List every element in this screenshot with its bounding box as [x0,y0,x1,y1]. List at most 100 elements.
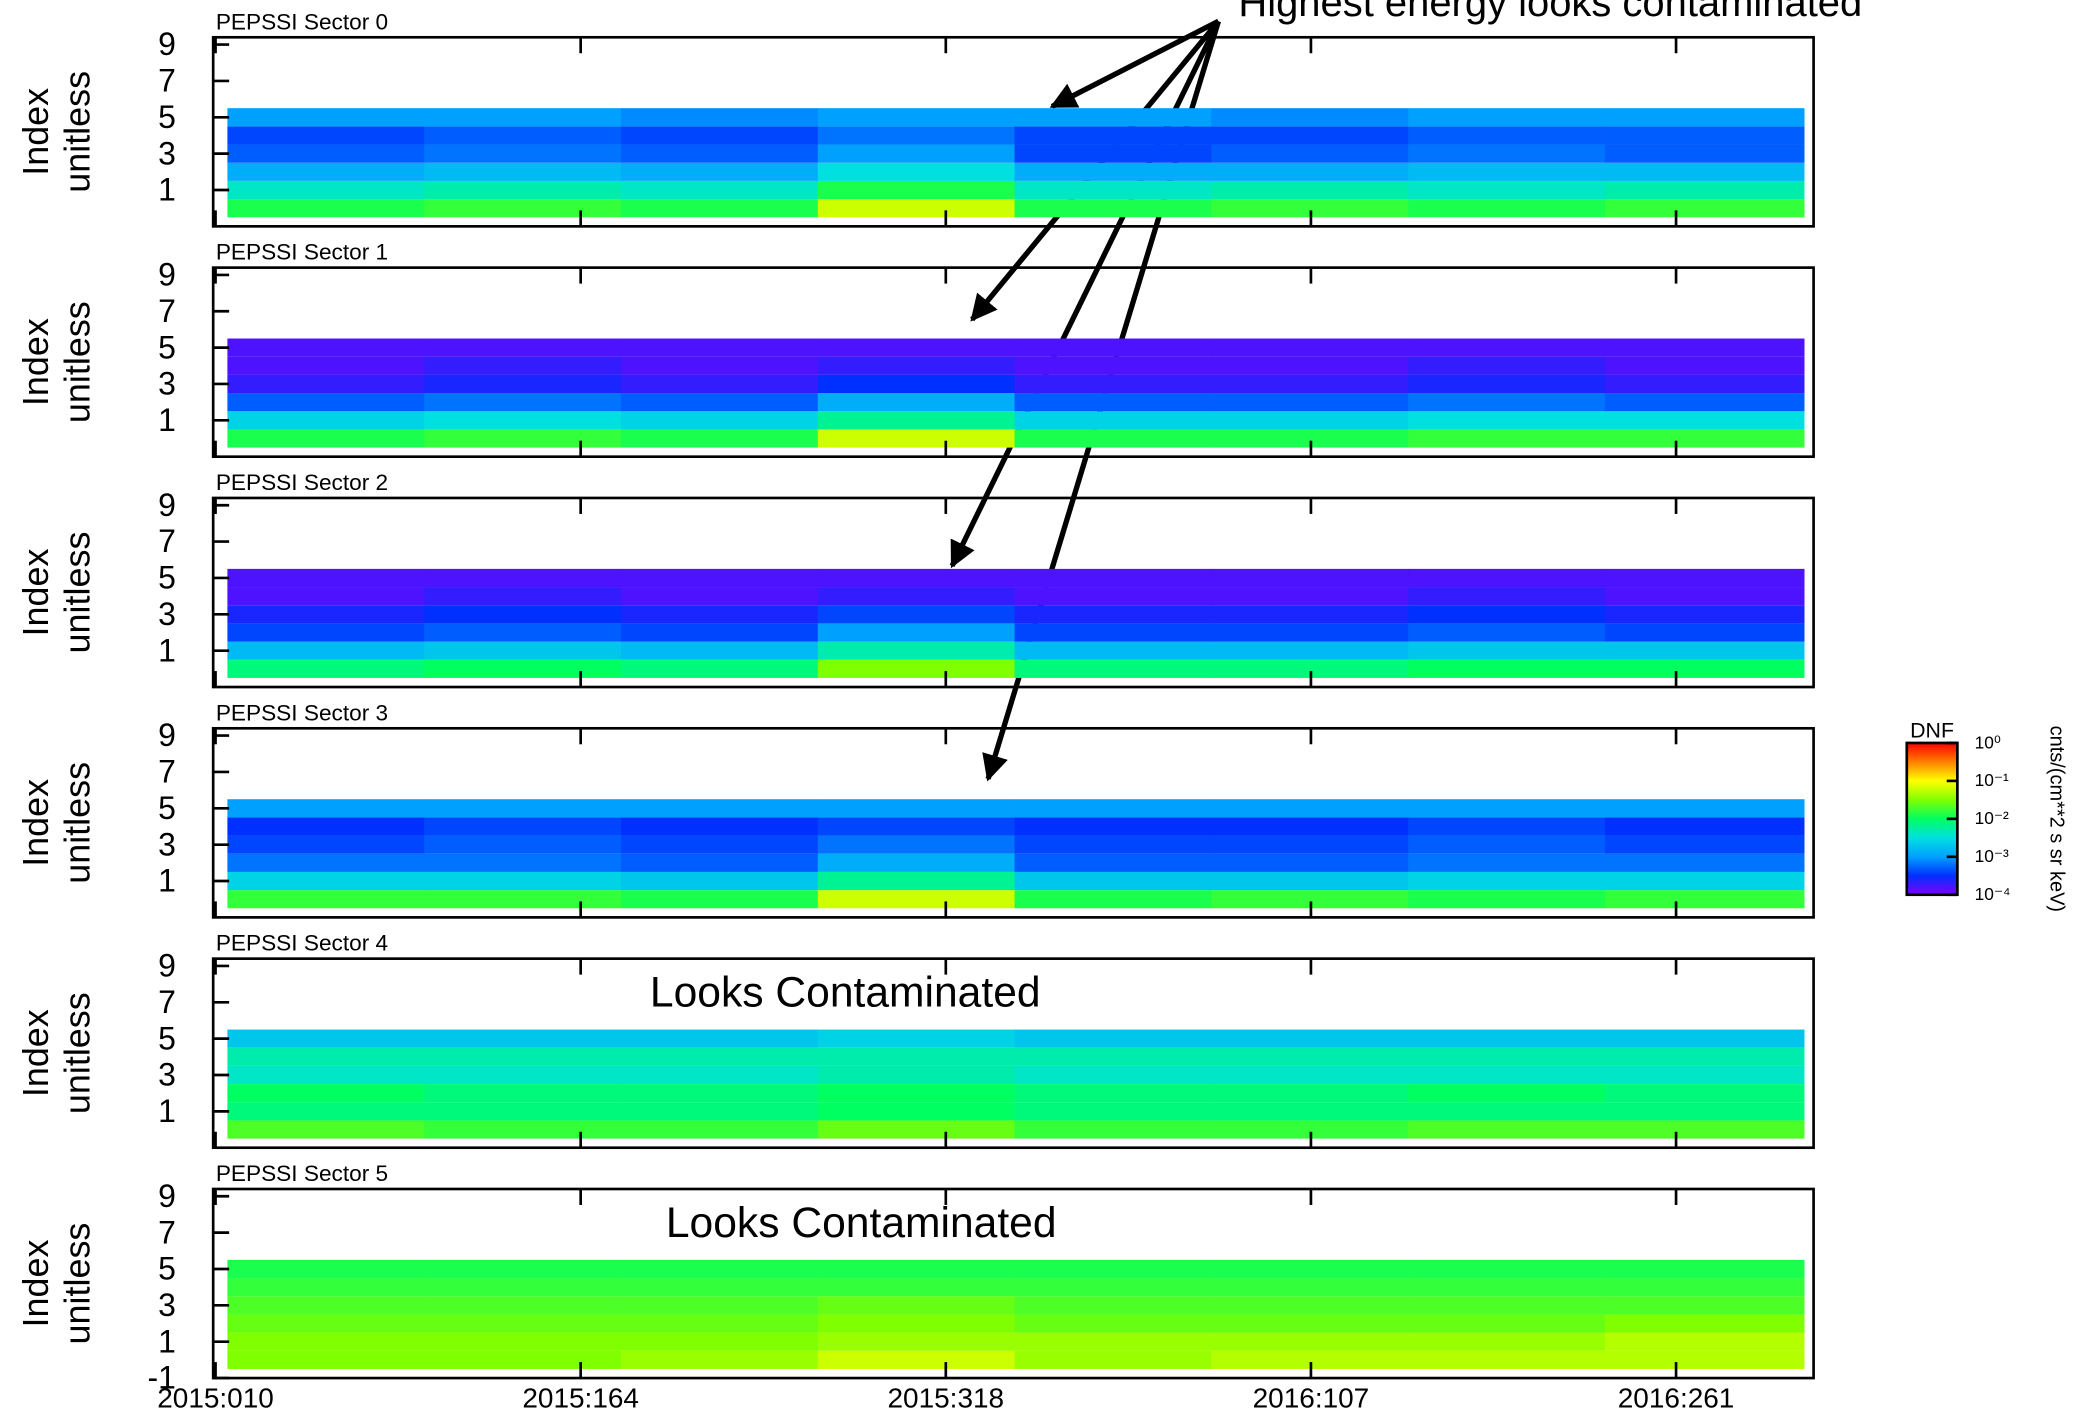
heatmap-cell [818,108,1015,126]
heatmap-cell [1605,1260,1805,1278]
heatmap-cell [1015,126,1212,144]
heatmap-cell [424,1314,621,1332]
heatmap-cell [1408,163,1605,181]
heatmap-cell [621,623,818,641]
heatmap-cell [818,587,1015,605]
heatmap-cell [818,854,1015,872]
panel-note: Looks Contaminated [666,1199,1057,1247]
heatmap-cell [424,1120,621,1138]
heatmap-cell [818,1296,1015,1314]
heatmap-cell [424,126,621,144]
heatmap-cell [1408,569,1605,587]
heatmap-cell [227,339,424,357]
heatmap-cell [818,660,1015,678]
y-tick-label: 1 [158,1323,176,1359]
y-tick-label: 9 [158,26,176,62]
heatmap-cell [1408,1030,1605,1048]
heatmap-cell [1015,605,1212,623]
heatmap-cell [1015,1351,1212,1369]
y-tick-label: 5 [158,790,176,826]
heatmap-cell [227,872,424,890]
y-tick-label: 5 [158,99,176,135]
heatmap-cell [621,605,818,623]
annotation: Highest energy looks contaminated [1238,0,1862,25]
heatmap-cell [818,817,1015,835]
y-axis-label: unitless [56,992,97,1114]
heatmap-cell [424,587,621,605]
heatmap-cell [1605,1351,1805,1369]
heatmap-cell [1605,411,1805,429]
y-tick-label: 3 [158,826,176,862]
heatmap-cell [424,799,621,817]
heatmap-cell [227,642,424,660]
heatmap-cell [621,339,818,357]
panel-title: PEPSSI Sector 1 [216,240,388,265]
x-tick-label: 2016:107 [1253,1382,1370,1413]
heatmap-cell [621,890,818,908]
heatmap-cell [227,660,424,678]
heatmap-cell [1605,429,1805,447]
heatmap-cell [1408,854,1605,872]
heatmap-cell [621,411,818,429]
heatmap-cell [1605,623,1805,641]
heatmap-cell [424,1333,621,1351]
heatmap-cell [227,375,424,393]
figure: Highest energy looks contaminated PEPSSI… [0,0,2088,1422]
y-tick-label: 9 [158,1178,176,1214]
heatmap-cell [1408,199,1605,217]
heatmap-cell [1211,126,1408,144]
colorbar-title: DNF [1910,719,1954,743]
heatmap-cell [621,1333,818,1351]
colorbar-tick-label: 10⁻¹ [1975,770,2009,790]
heatmap-cell [621,817,818,835]
heatmap-cell [227,836,424,854]
heatmap-cell [1605,1314,1805,1332]
heatmap-cell [424,1278,621,1296]
heatmap-cell [424,181,621,199]
heatmap-cell [424,393,621,411]
heatmap-cell [424,1102,621,1120]
heatmap-cell [1211,145,1408,163]
heatmap-cell [424,108,621,126]
heatmap-cell [1408,126,1605,144]
y-axis-label: Index [15,1009,56,1097]
heatmap-cell [1605,660,1805,678]
heatmap-cell [1408,181,1605,199]
heatmap-cell [621,1314,818,1332]
heatmap-cell [621,854,818,872]
heatmap-cell [1211,1278,1408,1296]
heatmap-cell [621,569,818,587]
heatmap-cell [1605,1333,1805,1351]
heatmap-cell [621,1048,818,1066]
heatmap-cell [818,126,1015,144]
y-axis-label: Index [15,779,56,867]
heatmap-cell [1605,181,1805,199]
heatmap-cell [1408,605,1605,623]
heatmap-cell [1015,1066,1212,1084]
heatmap-cell [1605,1066,1805,1084]
heatmap-cell [227,799,424,817]
heatmap-cell [621,1296,818,1314]
heatmap-cell [227,1296,424,1314]
heatmap-cell [818,1333,1015,1351]
heatmap-cell [424,660,621,678]
y-tick-label: 3 [158,135,176,171]
heatmap-cell [1015,1260,1212,1278]
heatmap-cell [1211,1314,1408,1332]
heatmap-cell [1605,890,1805,908]
heatmap-cell [1605,339,1805,357]
heatmap-cell [621,642,818,660]
heatmap-cell [818,1084,1015,1102]
heatmap-cell [818,642,1015,660]
heatmap-cell [1211,569,1408,587]
heatmap-cell [1408,357,1605,375]
heatmap-cell [1015,429,1212,447]
heatmap-cell [1408,872,1605,890]
heatmap-cell [818,411,1015,429]
heatmap-cell [227,569,424,587]
heatmap-cell [1211,357,1408,375]
heatmap-cell [1605,642,1805,660]
heatmap-cell [1015,623,1212,641]
heatmap-cell [1015,569,1212,587]
heatmap-cell [1211,1260,1408,1278]
